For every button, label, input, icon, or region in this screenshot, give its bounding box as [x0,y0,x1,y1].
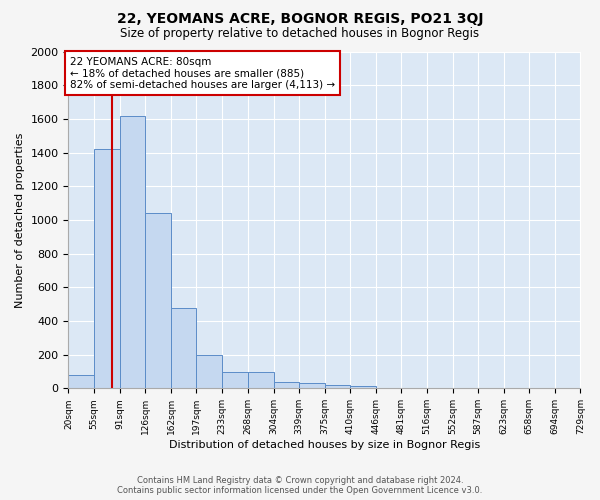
Y-axis label: Number of detached properties: Number of detached properties [15,132,25,308]
Bar [274,382,299,388]
Bar [68,375,94,388]
Text: 22, YEOMANS ACRE, BOGNOR REGIS, PO21 3QJ: 22, YEOMANS ACRE, BOGNOR REGIS, PO21 3QJ [117,12,483,26]
X-axis label: Distribution of detached houses by size in Bognor Regis: Distribution of detached houses by size … [169,440,480,450]
Bar [119,116,145,388]
Bar [94,149,119,388]
Bar [325,385,350,388]
Bar [145,213,171,388]
Text: Size of property relative to detached houses in Bognor Regis: Size of property relative to detached ho… [121,28,479,40]
Bar [222,372,248,388]
Bar [299,384,325,388]
Bar [350,386,376,388]
Text: Contains HM Land Registry data © Crown copyright and database right 2024.
Contai: Contains HM Land Registry data © Crown c… [118,476,482,495]
Bar [171,308,196,388]
Text: 22 YEOMANS ACRE: 80sqm
← 18% of detached houses are smaller (885)
82% of semi-de: 22 YEOMANS ACRE: 80sqm ← 18% of detached… [70,56,335,90]
Bar [196,354,222,388]
Bar [248,372,274,388]
